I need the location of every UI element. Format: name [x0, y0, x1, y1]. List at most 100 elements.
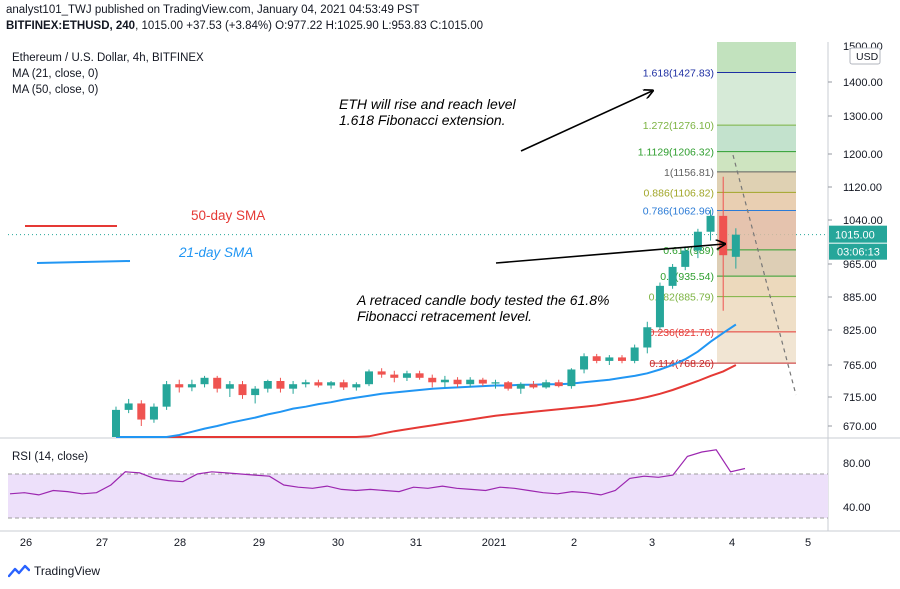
candle-body — [504, 382, 513, 389]
eth-rise-annotation-line2: 1.618 Fibonacci extension. — [339, 112, 506, 128]
rsi-line — [9, 449, 746, 496]
candle-body — [124, 403, 133, 410]
candle-body — [390, 374, 399, 378]
candle-body — [377, 371, 386, 375]
fib-band — [717, 72, 796, 126]
candle-body — [643, 327, 652, 348]
candle-body — [529, 384, 538, 388]
fib-band — [717, 192, 796, 211]
rsi-legend[interactable]: RSI (14, close) — [12, 451, 89, 463]
currency-label: USD — [856, 51, 879, 63]
tradingview-logo-icon — [8, 564, 30, 578]
price-tick-label: 1040.00 — [843, 215, 883, 227]
fib-band — [717, 331, 796, 364]
candle-body — [402, 373, 411, 378]
fib-band-top — [717, 42, 796, 73]
price-tick-label: 885.00 — [843, 292, 877, 304]
fib-level-label: 0.886(1106.82) — [644, 187, 714, 199]
price-change: +37.53 (+3.84%) — [186, 20, 272, 32]
candle-body — [466, 379, 475, 385]
candle-body — [415, 373, 424, 378]
symbol-label: BITFINEX:ETHUSD, 240 — [6, 20, 136, 32]
low-label: L: — [381, 20, 392, 32]
fib-level-label: 1.1129(1206.32) — [638, 147, 714, 159]
candle-body — [175, 384, 184, 388]
candle-body — [251, 388, 260, 396]
countdown-tag — [829, 243, 887, 260]
time-tick-label: 3 — [649, 537, 655, 549]
sma21-annotation: 21-day SMA — [178, 245, 253, 260]
candle-body — [618, 357, 626, 361]
retrace-annotation-line1: A retraced candle body tested the 61.8% — [356, 292, 609, 308]
price-tick-label: 825.00 — [843, 325, 877, 337]
price-tick-label: 715.00 — [843, 392, 877, 404]
current-price-label: 1015.00 — [835, 230, 875, 242]
candle-body — [327, 382, 336, 386]
low-value: 953.83 — [391, 20, 427, 32]
chart-title[interactable]: Ethereum / U.S. Dollar, 4h, BITFINEX — [12, 52, 204, 64]
projection-dashed-line — [732, 154, 797, 396]
candle-body — [719, 215, 728, 256]
candle-body — [693, 231, 702, 251]
fib-level-label: 0.382(885.79) — [649, 292, 714, 304]
candle-body — [681, 250, 690, 267]
candle-body — [187, 384, 196, 388]
chart-header: analyst101_TWJ published on TradingView.… — [6, 2, 886, 34]
price-tick-label: 1300.00 — [843, 111, 883, 123]
high-label: H: — [325, 20, 338, 32]
candle-body — [137, 403, 146, 420]
sma21-sample-line — [36, 260, 131, 264]
fib-level-label: 1.618(1427.83) — [643, 68, 714, 80]
candle-body — [605, 357, 614, 361]
fib-level-label: 0.5(935.54) — [660, 271, 714, 283]
last-price: 1015.00 — [141, 20, 184, 32]
candle-body — [225, 384, 234, 389]
retrace-annotation-line2: Fibonacci retracement level. — [357, 308, 532, 324]
fib-band — [717, 276, 796, 297]
rsi-band — [8, 474, 828, 518]
candle-body — [365, 371, 373, 385]
fib-band — [717, 296, 796, 332]
tradingview-logo-text: TradingView — [34, 564, 101, 578]
time-tick-label: 2 — [571, 537, 577, 549]
time-tick-label: 2021 — [482, 537, 506, 549]
fib-band — [717, 151, 796, 172]
fib-level-label: 1(1156.81) — [664, 167, 714, 179]
candle-body — [580, 356, 589, 370]
time-tick-label: 30 — [332, 537, 344, 549]
fib-level-label: 0.236(821.76) — [649, 327, 714, 339]
publish-line: analyst101_TWJ published on TradingView.… — [6, 4, 420, 16]
ma50-legend[interactable]: MA (50, close, 0) — [12, 84, 99, 96]
candle-body — [314, 382, 323, 386]
currency-box[interactable] — [849, 47, 881, 65]
time-tick-label: 5 — [805, 537, 811, 549]
price-tick-label: 1120.00 — [843, 182, 882, 194]
fib-band — [717, 171, 796, 193]
close-label: C: — [429, 20, 442, 32]
tradingview-logo[interactable]: TradingView — [8, 564, 100, 578]
sma50-annotation: 50-day SMA — [191, 208, 265, 223]
candle-body — [554, 382, 563, 387]
open-label: O: — [275, 20, 288, 32]
candle-body — [668, 266, 677, 286]
candle-body — [440, 379, 449, 383]
candle-body — [149, 406, 158, 420]
time-tick-label: 31 — [410, 537, 422, 549]
candle-body — [592, 356, 601, 361]
ma21-legend[interactable]: MA (21, close, 0) — [12, 68, 99, 80]
candle-body — [289, 384, 298, 389]
candle-body — [516, 384, 525, 389]
time-tick-label: 4 — [729, 537, 735, 549]
candle-body — [478, 379, 487, 384]
fib-level-label: 1.272(1276.10) — [643, 120, 714, 132]
ma50-line — [116, 364, 737, 438]
candle-body — [630, 347, 639, 361]
candle-body — [112, 409, 120, 437]
candle-body — [263, 381, 272, 389]
fib-band — [717, 249, 796, 277]
fib-band — [717, 125, 796, 152]
candle-body — [428, 377, 437, 383]
candle-body — [238, 384, 247, 396]
countdown-label: 03:06:13 — [837, 247, 880, 259]
